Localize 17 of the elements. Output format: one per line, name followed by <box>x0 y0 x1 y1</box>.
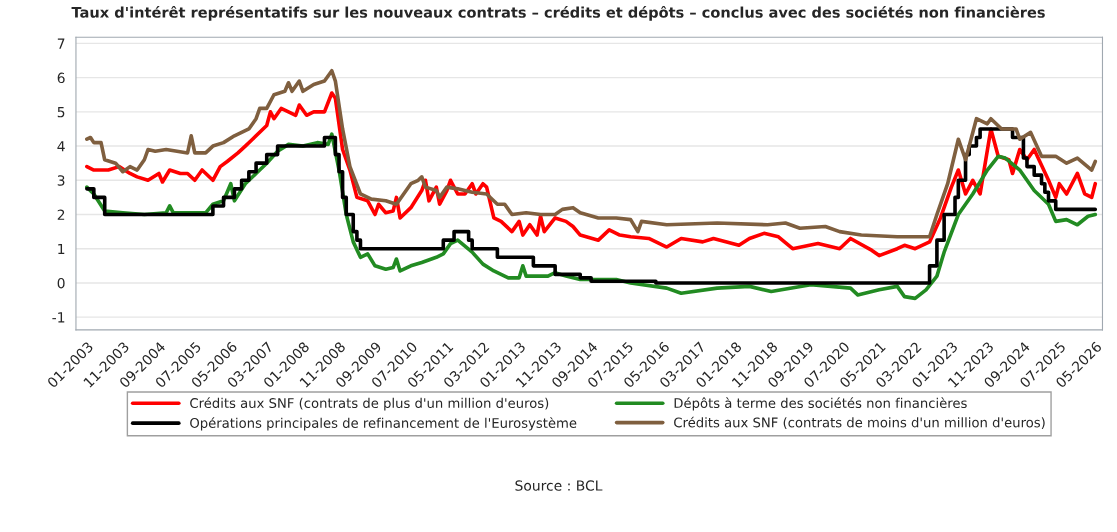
source-note: Source : BCL <box>515 480 603 491</box>
legend-label: Crédits aux SNF (contrats de plus d'un million d'euros) <box>190 397 549 411</box>
legend-label: Dépôts à terme des sociétés non financières <box>674 397 967 411</box>
line-series <box>85 68 1098 239</box>
line-series <box>85 91 1098 258</box>
legend-label: Crédits aux SNF (contrats de moins d'un million d'euros) <box>674 416 1045 429</box>
y-tick-label: 1 <box>58 243 65 255</box>
y-tick-label: 5 <box>57 107 65 118</box>
y-tick-label: 6 <box>57 72 65 84</box>
y-tick-label: -1 <box>52 312 65 323</box>
y-tick-label: 0 <box>57 277 65 289</box>
y-tick-label: 2 <box>57 209 65 220</box>
y-tick-label: 4 <box>57 141 65 152</box>
y-tick-label: 7 <box>57 38 65 49</box>
y-tick-label: 3 <box>57 175 65 186</box>
legend-label: Opérations principales de refinancement de l'Eurosystème <box>190 417 577 431</box>
chart-title: Taux d'intérêt représentatifs sur les nouveaux contrats – crédits et dépôts – conclus avec des sociétés non financières <box>71 5 1045 21</box>
